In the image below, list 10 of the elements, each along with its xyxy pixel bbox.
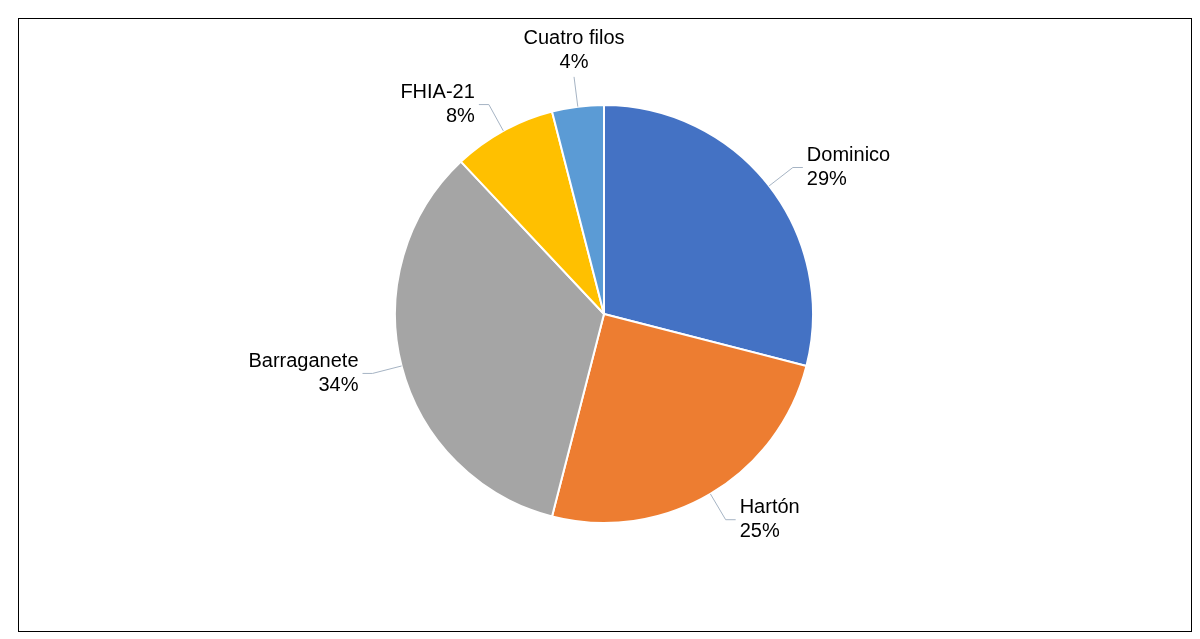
data-label: 25%	[739, 519, 780, 542]
slice-label: FHIA-21	[400, 80, 475, 103]
data-label: 34%	[318, 372, 359, 395]
slice-label: Barraganete	[248, 348, 359, 371]
data-label: 4%	[559, 50, 589, 73]
data-label: 8%	[445, 104, 476, 127]
data-label: 29%	[806, 167, 848, 190]
slice-label: Dominico	[806, 143, 891, 166]
slice-label: Hartón	[739, 495, 800, 518]
slice-label: Cuatro filos	[523, 26, 625, 49]
